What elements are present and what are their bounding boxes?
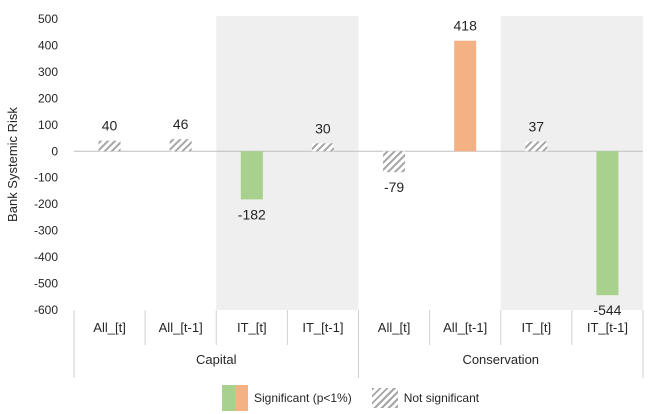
data-label: 40 [102, 118, 118, 134]
y-tick-label: 0 [51, 144, 58, 158]
bar [525, 141, 548, 152]
bar [383, 151, 406, 173]
bar [311, 143, 334, 152]
y-tick-label: 200 [38, 91, 58, 105]
y-tick-label: 400 [38, 38, 58, 52]
shaded-region [287, 16, 359, 310]
y-tick-label: 500 [38, 12, 58, 26]
data-label: 30 [315, 120, 331, 136]
category-label: All_[t-1] [443, 320, 487, 335]
legend-significant-label: Significant (p<1%) [254, 391, 352, 405]
category-label: All_[t-1] [159, 320, 203, 335]
shaded-regions [216, 16, 643, 310]
data-label: 46 [173, 116, 189, 132]
shaded-region [500, 16, 572, 310]
category-label: IT_[t-1] [302, 320, 343, 335]
bar [169, 139, 192, 152]
data-label: -544 [593, 302, 621, 318]
group-label: Conservation [462, 352, 539, 367]
labels: All_[t] All_[t-1] IT_[t] IT_[t-1] All_[t] All… [93, 18, 628, 367]
bar [454, 40, 477, 152]
y-tick-label: -100 [34, 171, 58, 185]
category-label: IT_[t] [522, 320, 552, 335]
y-axis-label: Bank Systemic Risk [5, 107, 20, 222]
category-label: IT_[t-1] [587, 320, 628, 335]
y-tick-label: -400 [34, 250, 58, 264]
y-tick-label: -600 [34, 303, 58, 317]
y-tick-label: -300 [34, 224, 58, 238]
bars [98, 40, 619, 296]
y-tick-label: 100 [38, 118, 58, 132]
data-label: -79 [384, 179, 404, 195]
legend-significant-swatch [222, 385, 248, 411]
legend-not-significant-swatch [371, 388, 398, 408]
data-label: -182 [238, 206, 266, 222]
legend: Significant (p<1%) Not significant [222, 385, 479, 411]
group-label: Capital [196, 352, 237, 367]
bar [98, 140, 121, 152]
y-tick-label: 300 [38, 65, 58, 79]
y-tick-label: -200 [34, 197, 58, 211]
bar [240, 151, 263, 200]
legend-not-significant-label: Not significant [403, 391, 480, 405]
y-tick-label: -500 [34, 277, 58, 291]
bar [596, 151, 619, 296]
category-label: All_[t] [378, 320, 411, 335]
data-label: 37 [529, 118, 545, 134]
data-label: 418 [454, 18, 478, 34]
category-label: IT_[t] [237, 320, 267, 335]
category-label: All_[t] [93, 320, 126, 335]
axes: 500 400 300 200 100 0 -100 -200 -300 -400 -500 -600… [5, 12, 644, 378]
